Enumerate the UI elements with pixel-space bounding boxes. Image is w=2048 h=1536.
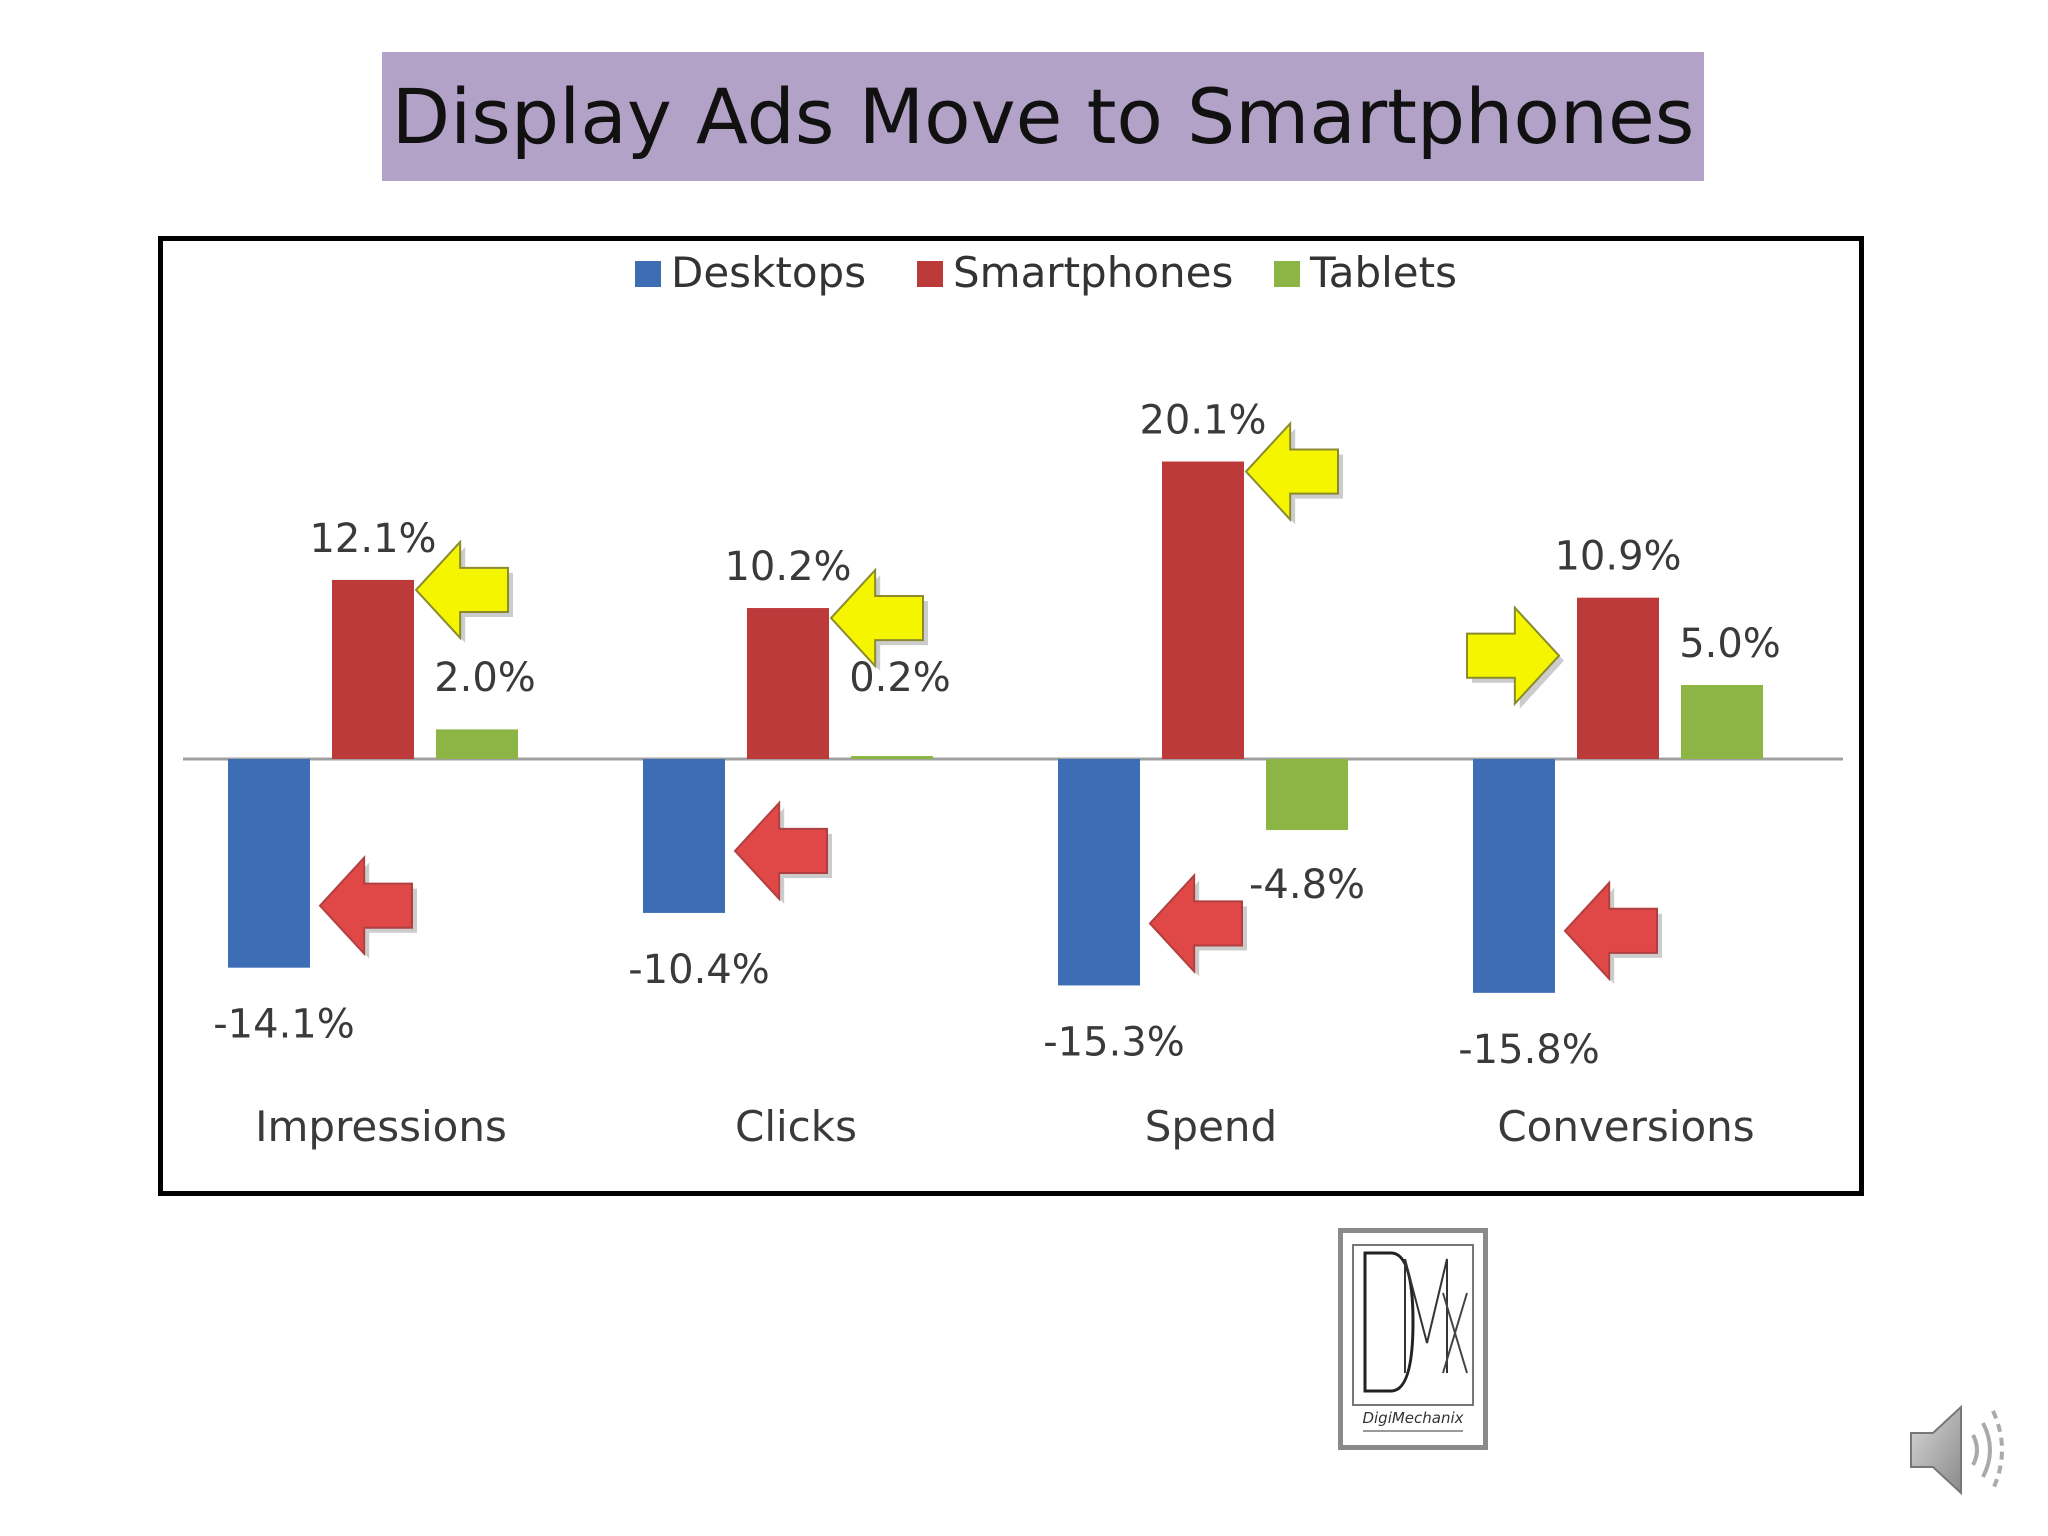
legend-swatch-tablets xyxy=(1274,261,1300,287)
red-arrow-icon-1 xyxy=(318,855,413,957)
bar-tablets-impressions xyxy=(436,729,518,759)
category-label-clicks: Clicks xyxy=(735,1102,857,1151)
legend-label-desktops: Desktops xyxy=(671,248,866,297)
dmx-logo-icon: DigiMechanix xyxy=(1338,1228,1488,1450)
data-label-smartphones-conversions: 10.9% xyxy=(1554,534,1681,580)
bar-smartphones-conversions xyxy=(1577,597,1659,759)
data-label-desktops-impressions: -14.1% xyxy=(213,1002,355,1048)
page-title: Display Ads Move to Smartphones xyxy=(391,72,1695,161)
bar-smartphones-clicks xyxy=(747,608,829,759)
bar-smartphones-spend xyxy=(1162,461,1244,759)
legend-label-smartphones: Smartphones xyxy=(953,248,1233,297)
bar-smartphones-impressions xyxy=(332,579,414,759)
bar-tablets-spend xyxy=(1266,759,1348,831)
title-banner: Display Ads Move to Smartphones xyxy=(382,52,1704,181)
bar-desktops-spend xyxy=(1058,759,1140,986)
data-label-tablets-spend: -4.8% xyxy=(1249,862,1365,908)
bar-chart: Desktops Smartphones Tablets -14.1% 12.1% 2.0… xyxy=(183,248,1843,1151)
data-label-desktops-clicks: -10.4% xyxy=(628,947,770,993)
speaker-icon[interactable] xyxy=(1905,1395,2015,1505)
data-label-smartphones-impressions: 12.1% xyxy=(309,516,436,562)
red-arrow-icon-7 xyxy=(1563,880,1658,982)
bar-desktops-impressions xyxy=(228,759,310,968)
legend-swatch-desktops xyxy=(635,261,661,287)
legend-label-tablets: Tablets xyxy=(1309,248,1457,297)
data-label-desktops-conversions: -15.8% xyxy=(1458,1027,1600,1073)
data-label-tablets-impressions: 2.0% xyxy=(434,655,536,701)
data-label-tablets-conversions: 5.0% xyxy=(1679,621,1781,667)
legend-swatch-smartphones xyxy=(917,261,943,287)
yellow-arrow-icon-4 xyxy=(1244,420,1339,523)
category-label-impressions: Impressions xyxy=(255,1102,507,1151)
bar-tablets-clicks xyxy=(851,756,933,759)
bar-tablets-conversions xyxy=(1681,685,1763,759)
yellow-arrow-icon-0 xyxy=(414,539,509,641)
data-label-smartphones-spend: 20.1% xyxy=(1139,398,1266,444)
category-label-spend: Spend xyxy=(1145,1102,1277,1151)
data-label-smartphones-clicks: 10.2% xyxy=(724,544,851,590)
logo-text: DigiMechanix xyxy=(1362,1409,1463,1427)
data-label-tablets-clicks: 0.2% xyxy=(849,655,951,701)
red-arrow-icon-3 xyxy=(733,800,828,902)
bar-desktops-clicks xyxy=(643,759,725,913)
red-arrow-icon-5 xyxy=(1148,872,1243,975)
category-label-conversions: Conversions xyxy=(1497,1102,1754,1151)
yellow-arrow-icon-6 xyxy=(1466,605,1561,707)
chart-frame: Desktops Smartphones Tablets -14.1% 12.1% 2.0… xyxy=(158,236,1864,1196)
data-label-desktops-spend: -15.3% xyxy=(1043,1019,1185,1065)
bar-desktops-conversions xyxy=(1473,759,1555,993)
yellow-arrow-icon-2 xyxy=(829,567,924,669)
